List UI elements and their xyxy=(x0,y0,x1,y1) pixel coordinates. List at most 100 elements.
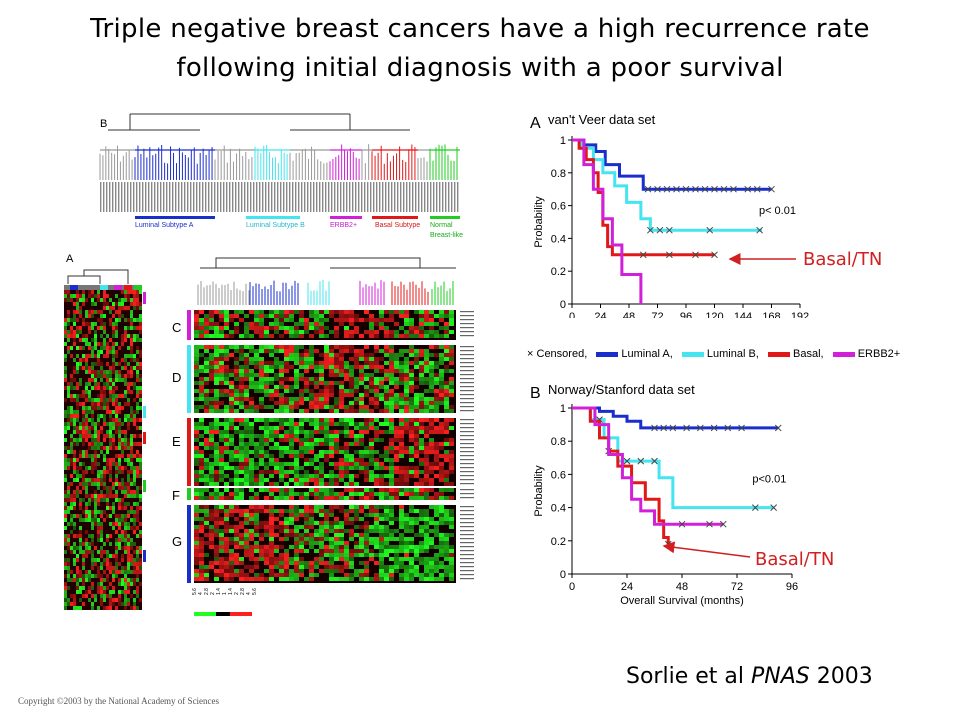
km-panel-label: B xyxy=(530,385,541,402)
heatmap-cell xyxy=(219,541,224,545)
heatmap-cell xyxy=(70,434,73,438)
heatmap-cell xyxy=(419,349,424,353)
heatmap-cell xyxy=(103,314,106,318)
heatmap-cell xyxy=(274,573,279,577)
heatmap-cell xyxy=(404,318,409,322)
heatmap-cell xyxy=(374,466,379,470)
heatmap-cell xyxy=(269,393,274,397)
heatmap-cell xyxy=(234,322,239,326)
heatmap-cell xyxy=(369,458,374,462)
heatmap-cell xyxy=(409,474,414,478)
heatmap-cell xyxy=(94,438,97,442)
heatmap-cell xyxy=(269,565,274,569)
heatmap-cell xyxy=(139,566,142,570)
heatmap-cell xyxy=(103,458,106,462)
legend-swatch-basal xyxy=(767,351,790,357)
heatmap-cell xyxy=(334,345,339,349)
heatmap-cell xyxy=(414,569,419,573)
heatmap-cell xyxy=(424,361,429,365)
heatmap-cell xyxy=(133,510,136,514)
heatmap-cell xyxy=(354,525,359,529)
heatmap-cell xyxy=(133,478,136,482)
heatmap-cell xyxy=(384,310,389,314)
heatmap-cell xyxy=(76,574,79,578)
heatmap-cell xyxy=(359,405,364,409)
heatmap-cell xyxy=(444,545,449,549)
heatmap-cell xyxy=(409,422,414,426)
heatmap-cell xyxy=(121,470,124,474)
heatmap-cell xyxy=(199,353,204,357)
heatmap-cell xyxy=(88,390,91,394)
heatmap-cell xyxy=(244,446,249,450)
heatmap-cell xyxy=(389,397,394,401)
heatmap-cell xyxy=(239,466,244,470)
heatmap-cell xyxy=(269,545,274,549)
heatmap-cell xyxy=(279,334,284,338)
heatmap-cell xyxy=(384,422,389,426)
heatmap-cell xyxy=(100,550,103,554)
sample-label-tick xyxy=(241,182,243,212)
heatmap-cell xyxy=(109,458,112,462)
heatmap-cell xyxy=(112,386,115,390)
heatmap-cell xyxy=(91,302,94,306)
heatmap-cell xyxy=(136,386,139,390)
heatmap-cell xyxy=(82,462,85,466)
heatmap-cell xyxy=(94,370,97,374)
heatmap-cell xyxy=(394,377,399,381)
heatmap-cell xyxy=(88,478,91,482)
heatmap-cell xyxy=(449,525,454,529)
heatmap-cell xyxy=(424,434,429,438)
heatmap-cell xyxy=(130,322,133,326)
heatmap-cell xyxy=(239,525,244,529)
heatmap-cell xyxy=(264,488,269,492)
heatmap-cell xyxy=(100,586,103,590)
heatmap-cell xyxy=(133,482,136,486)
sample-label-tick xyxy=(202,182,204,212)
heatmap-cell xyxy=(239,318,244,322)
heatmap-cell xyxy=(239,434,244,438)
heatmap-cell xyxy=(85,366,88,370)
heatmap-cell xyxy=(449,462,454,466)
heatmap-cell xyxy=(274,310,279,314)
heatmap-cell xyxy=(444,470,449,474)
heatmap-cell xyxy=(254,496,259,500)
heatmap-cell xyxy=(204,482,209,486)
sample-label-tick xyxy=(349,182,351,212)
heatmap-cell xyxy=(214,446,219,450)
heatmap-cell xyxy=(379,565,384,569)
heatmap-cell xyxy=(70,594,73,598)
heatmap-cell xyxy=(339,492,344,496)
km-censor-mark xyxy=(666,251,673,259)
heatmap-cell xyxy=(112,346,115,350)
heatmap-cell xyxy=(414,418,419,422)
heatmap-cell xyxy=(133,326,136,330)
heatmap-cell xyxy=(106,370,109,374)
heatmap-cell xyxy=(209,318,214,322)
heatmap-cell xyxy=(294,478,299,482)
sample-label-tick xyxy=(391,182,393,212)
heatmap-cell xyxy=(424,565,429,569)
heatmap-cell xyxy=(106,554,109,558)
heatmap-cell xyxy=(319,442,324,446)
heatmap-cell xyxy=(299,537,304,541)
heatmap-cell xyxy=(414,330,419,334)
heatmap-cell xyxy=(121,394,124,398)
heatmap-cell xyxy=(319,553,324,557)
heatmap-cell xyxy=(121,478,124,482)
heatmap-cell xyxy=(136,562,139,566)
heatmap-cell xyxy=(319,509,324,513)
heatmap-cell xyxy=(294,577,299,581)
heatmap-side-mark xyxy=(143,292,146,304)
heatmap-cell xyxy=(339,397,344,401)
km-censor-mark xyxy=(706,226,714,234)
heatmap-cell xyxy=(419,482,424,486)
heatmap-cell xyxy=(344,326,349,330)
heatmap-cell xyxy=(121,590,124,594)
heatmap-cell xyxy=(133,410,136,414)
heatmap-cell xyxy=(194,318,199,322)
heatmap-cell xyxy=(79,378,82,382)
heatmap-cell xyxy=(304,505,309,509)
heatmap-cell xyxy=(294,353,299,357)
heatmap-cell xyxy=(94,386,97,390)
heatmap-cell xyxy=(224,349,229,353)
